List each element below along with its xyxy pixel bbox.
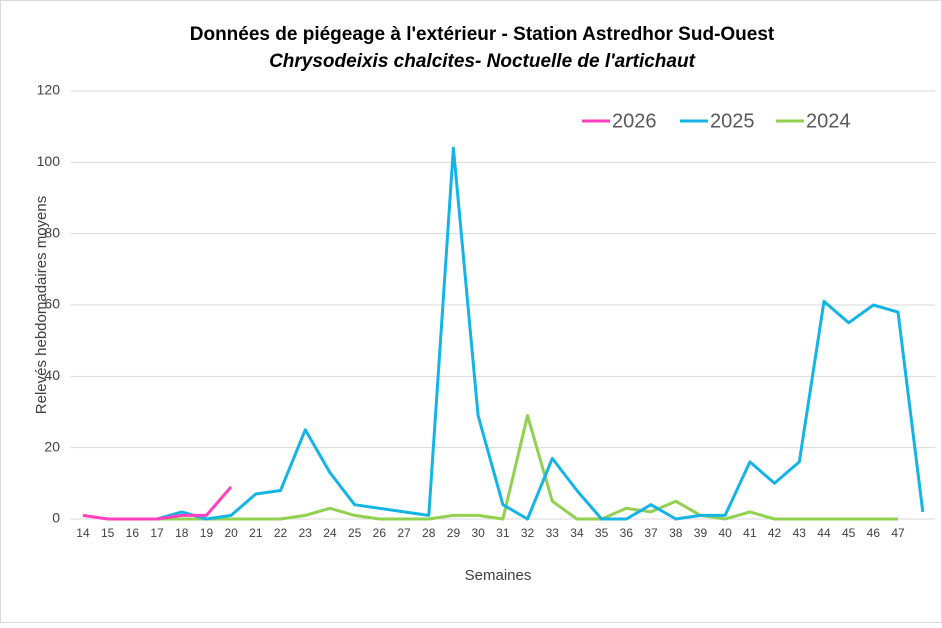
x-tick-label: 17 xyxy=(150,526,164,540)
x-tick-label: 47 xyxy=(891,526,905,540)
x-tick-label: 31 xyxy=(496,526,510,540)
x-tick-label: 39 xyxy=(694,526,708,540)
x-tick-label: 33 xyxy=(546,526,560,540)
y-tick-label: 40 xyxy=(44,367,60,383)
x-tick-label: 24 xyxy=(323,526,337,540)
y-axis-title: Relevés hebdomadaires moyens xyxy=(33,196,50,414)
x-tick-label: 36 xyxy=(620,526,634,540)
x-tick-label: 35 xyxy=(595,526,609,540)
y-tick-label: 20 xyxy=(44,438,60,454)
x-tick-label: 38 xyxy=(669,526,683,540)
x-tick-label: 46 xyxy=(867,526,881,540)
x-tick-label: 18 xyxy=(175,526,189,540)
x-tick-label: 26 xyxy=(373,526,387,540)
x-tick-label: 23 xyxy=(299,526,313,540)
x-axis-title: Semaines xyxy=(465,567,532,584)
x-tick-label: 27 xyxy=(397,526,411,540)
x-tick-label: 16 xyxy=(126,526,140,540)
x-tick-label: 45 xyxy=(842,526,856,540)
legend-label: 2026 xyxy=(612,110,657,132)
x-tick-label: 37 xyxy=(644,526,658,540)
x-tick-label: 42 xyxy=(768,526,782,540)
y-tick-label: 0 xyxy=(52,510,60,526)
y-tick-label: 120 xyxy=(37,82,61,98)
x-tick-label: 20 xyxy=(224,526,238,540)
series-line xyxy=(156,146,925,521)
x-tick-label: 43 xyxy=(793,526,807,540)
x-tick-label: 32 xyxy=(521,526,535,540)
x-tick-label: 14 xyxy=(76,526,90,540)
x-tick-label: 22 xyxy=(274,526,288,540)
chart-subtitle: Chrysodeixis chalcites- Noctuelle de l'a… xyxy=(269,51,695,72)
x-tick-label: 21 xyxy=(249,526,263,540)
series-line xyxy=(107,414,898,521)
chart-title: Données de piégeage à l'extérieur - Stat… xyxy=(190,24,775,45)
x-tick-label: 34 xyxy=(570,526,584,540)
legend-label: 2025 xyxy=(710,110,755,132)
x-tick-label: 28 xyxy=(422,526,436,540)
legend-label: 2024 xyxy=(806,110,851,132)
series-line xyxy=(82,485,233,521)
x-tick-label: 41 xyxy=(743,526,757,540)
x-tick-label: 44 xyxy=(817,526,831,540)
y-tick-label: 100 xyxy=(37,153,61,169)
x-tick-label: 40 xyxy=(718,526,732,540)
x-tick-label: 15 xyxy=(101,526,115,540)
x-tick-label: 25 xyxy=(348,526,362,540)
y-tick-label: 60 xyxy=(44,296,60,312)
x-tick-label: 30 xyxy=(471,526,485,540)
y-tick-label: 80 xyxy=(44,224,60,240)
x-tick-label: 19 xyxy=(200,526,214,540)
x-tick-label: 29 xyxy=(447,526,461,540)
